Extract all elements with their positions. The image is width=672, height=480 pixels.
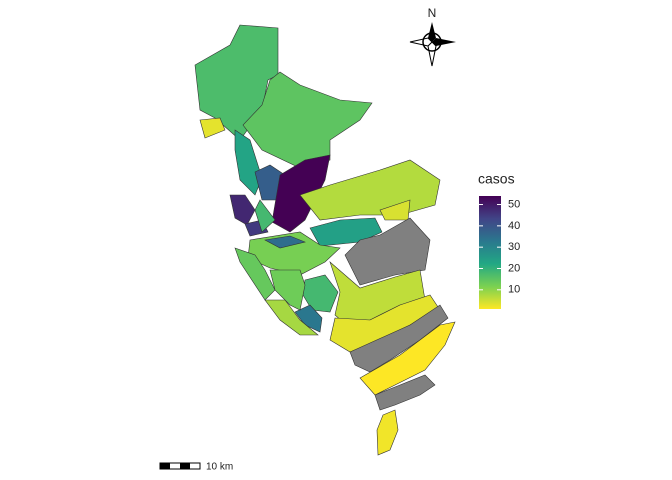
legend-tick-label: 50	[508, 198, 520, 210]
compass-needle	[427, 41, 437, 67]
scale-segment	[180, 463, 190, 469]
legend-tick-label: 30	[508, 241, 520, 253]
scale-label: 10 km	[206, 462, 233, 473]
legend-title: casos	[478, 171, 515, 187]
north-arrow: N	[409, 6, 456, 67]
color-bar	[479, 196, 501, 309]
district	[359, 321, 456, 396]
legend-tick-label: 40	[508, 220, 520, 232]
legend-tick-label: 10	[508, 284, 520, 296]
district	[374, 374, 436, 411]
district	[269, 269, 306, 311]
districts	[194, 24, 456, 456]
compass-needle	[432, 38, 456, 46]
legend: casos 10 20 30 40 50	[478, 171, 520, 309]
district	[264, 235, 306, 249]
legend-tick-label: 20	[508, 262, 520, 274]
compass-ring	[422, 32, 442, 52]
district	[234, 129, 263, 196]
scale-bar: 10 km	[159, 462, 233, 473]
district	[229, 194, 256, 226]
scale-segment	[160, 463, 170, 469]
district	[199, 117, 226, 139]
district	[254, 199, 276, 233]
north-label: N	[428, 6, 437, 20]
district	[376, 409, 399, 456]
compass-needle	[428, 22, 436, 42]
district	[242, 71, 373, 169]
compass-needle	[409, 37, 433, 47]
district	[344, 217, 431, 286]
